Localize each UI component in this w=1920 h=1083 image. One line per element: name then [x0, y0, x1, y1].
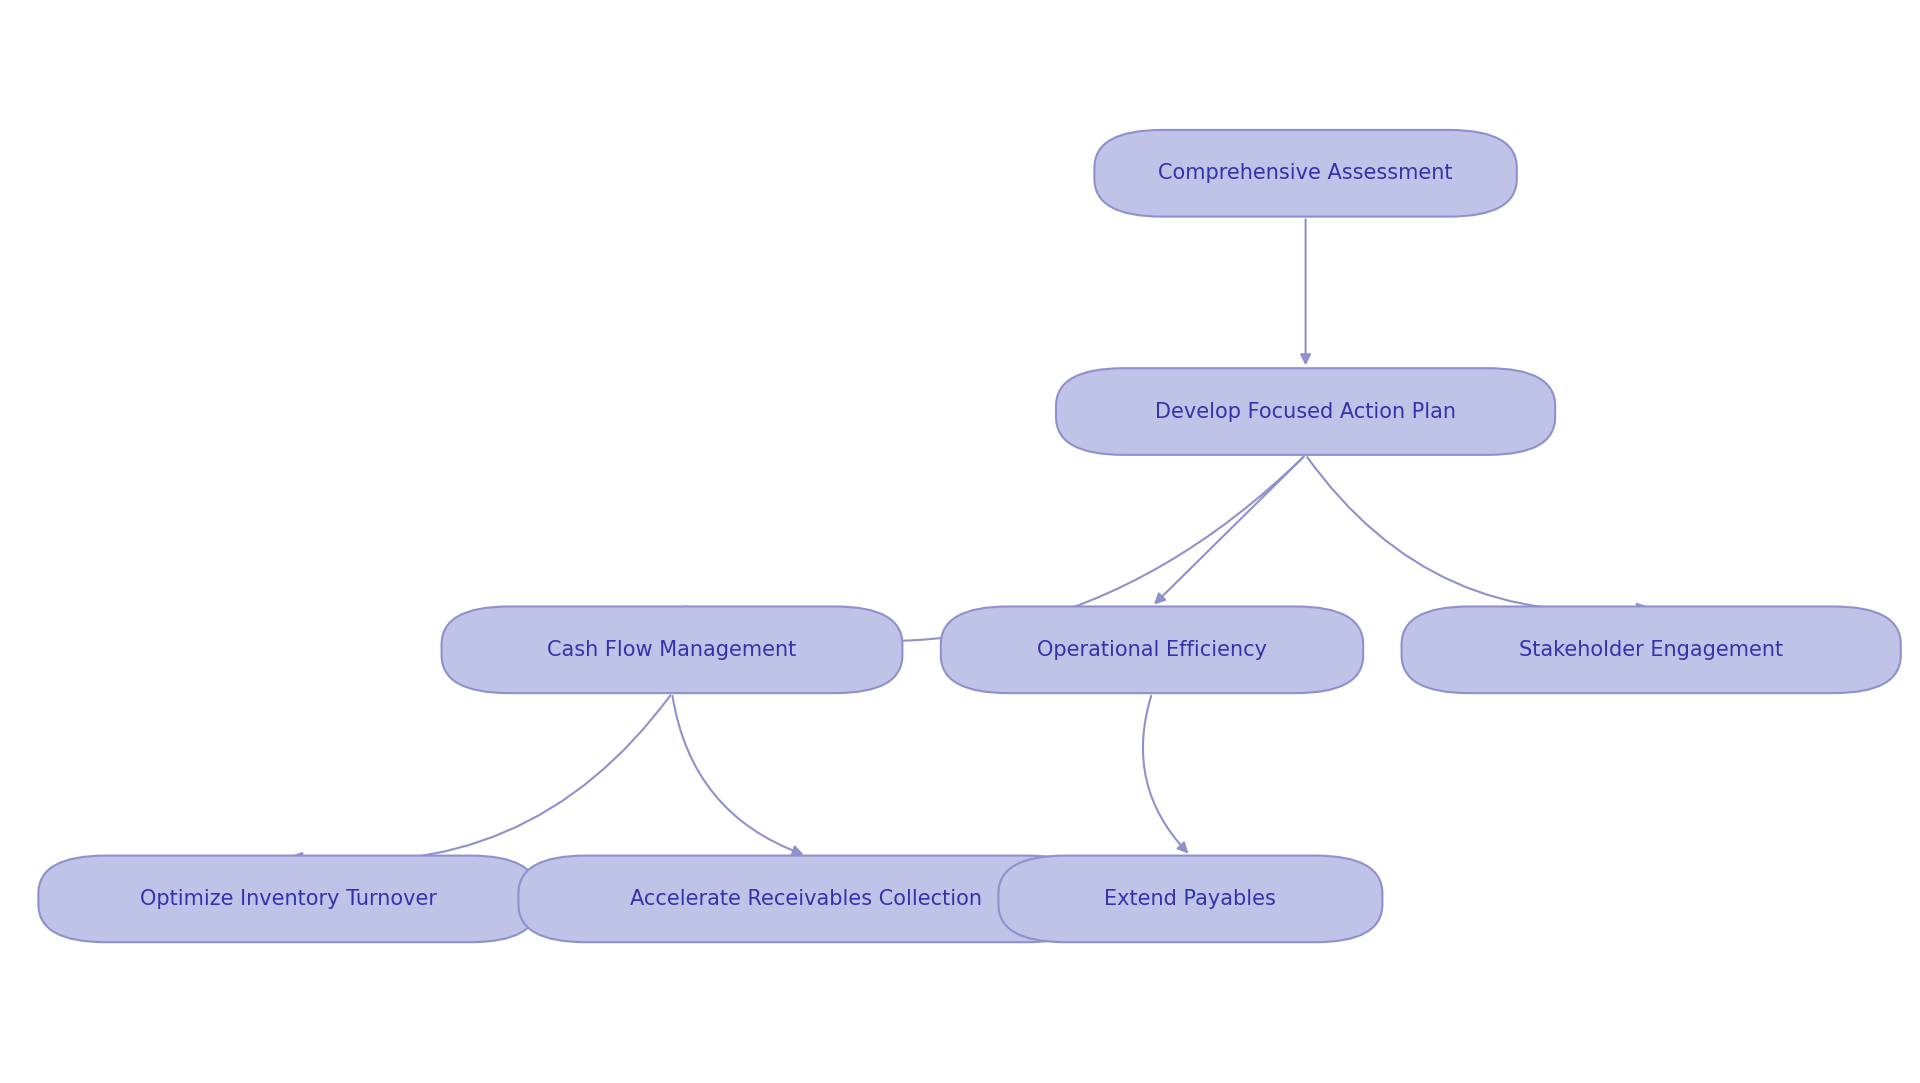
FancyBboxPatch shape	[941, 606, 1363, 693]
Text: Stakeholder Engagement: Stakeholder Engagement	[1519, 640, 1784, 660]
Text: Extend Payables: Extend Payables	[1104, 889, 1277, 909]
FancyBboxPatch shape	[1094, 130, 1517, 217]
FancyBboxPatch shape	[442, 606, 902, 693]
Text: Comprehensive Assessment: Comprehensive Assessment	[1158, 164, 1453, 183]
FancyBboxPatch shape	[518, 856, 1094, 942]
FancyBboxPatch shape	[1056, 368, 1555, 455]
FancyBboxPatch shape	[1402, 606, 1901, 693]
Text: Cash Flow Management: Cash Flow Management	[547, 640, 797, 660]
Text: Optimize Inventory Turnover: Optimize Inventory Turnover	[140, 889, 436, 909]
FancyBboxPatch shape	[998, 856, 1382, 942]
FancyBboxPatch shape	[38, 856, 538, 942]
Text: Accelerate Receivables Collection: Accelerate Receivables Collection	[630, 889, 983, 909]
Text: Develop Focused Action Plan: Develop Focused Action Plan	[1156, 402, 1455, 421]
Text: Operational Efficiency: Operational Efficiency	[1037, 640, 1267, 660]
